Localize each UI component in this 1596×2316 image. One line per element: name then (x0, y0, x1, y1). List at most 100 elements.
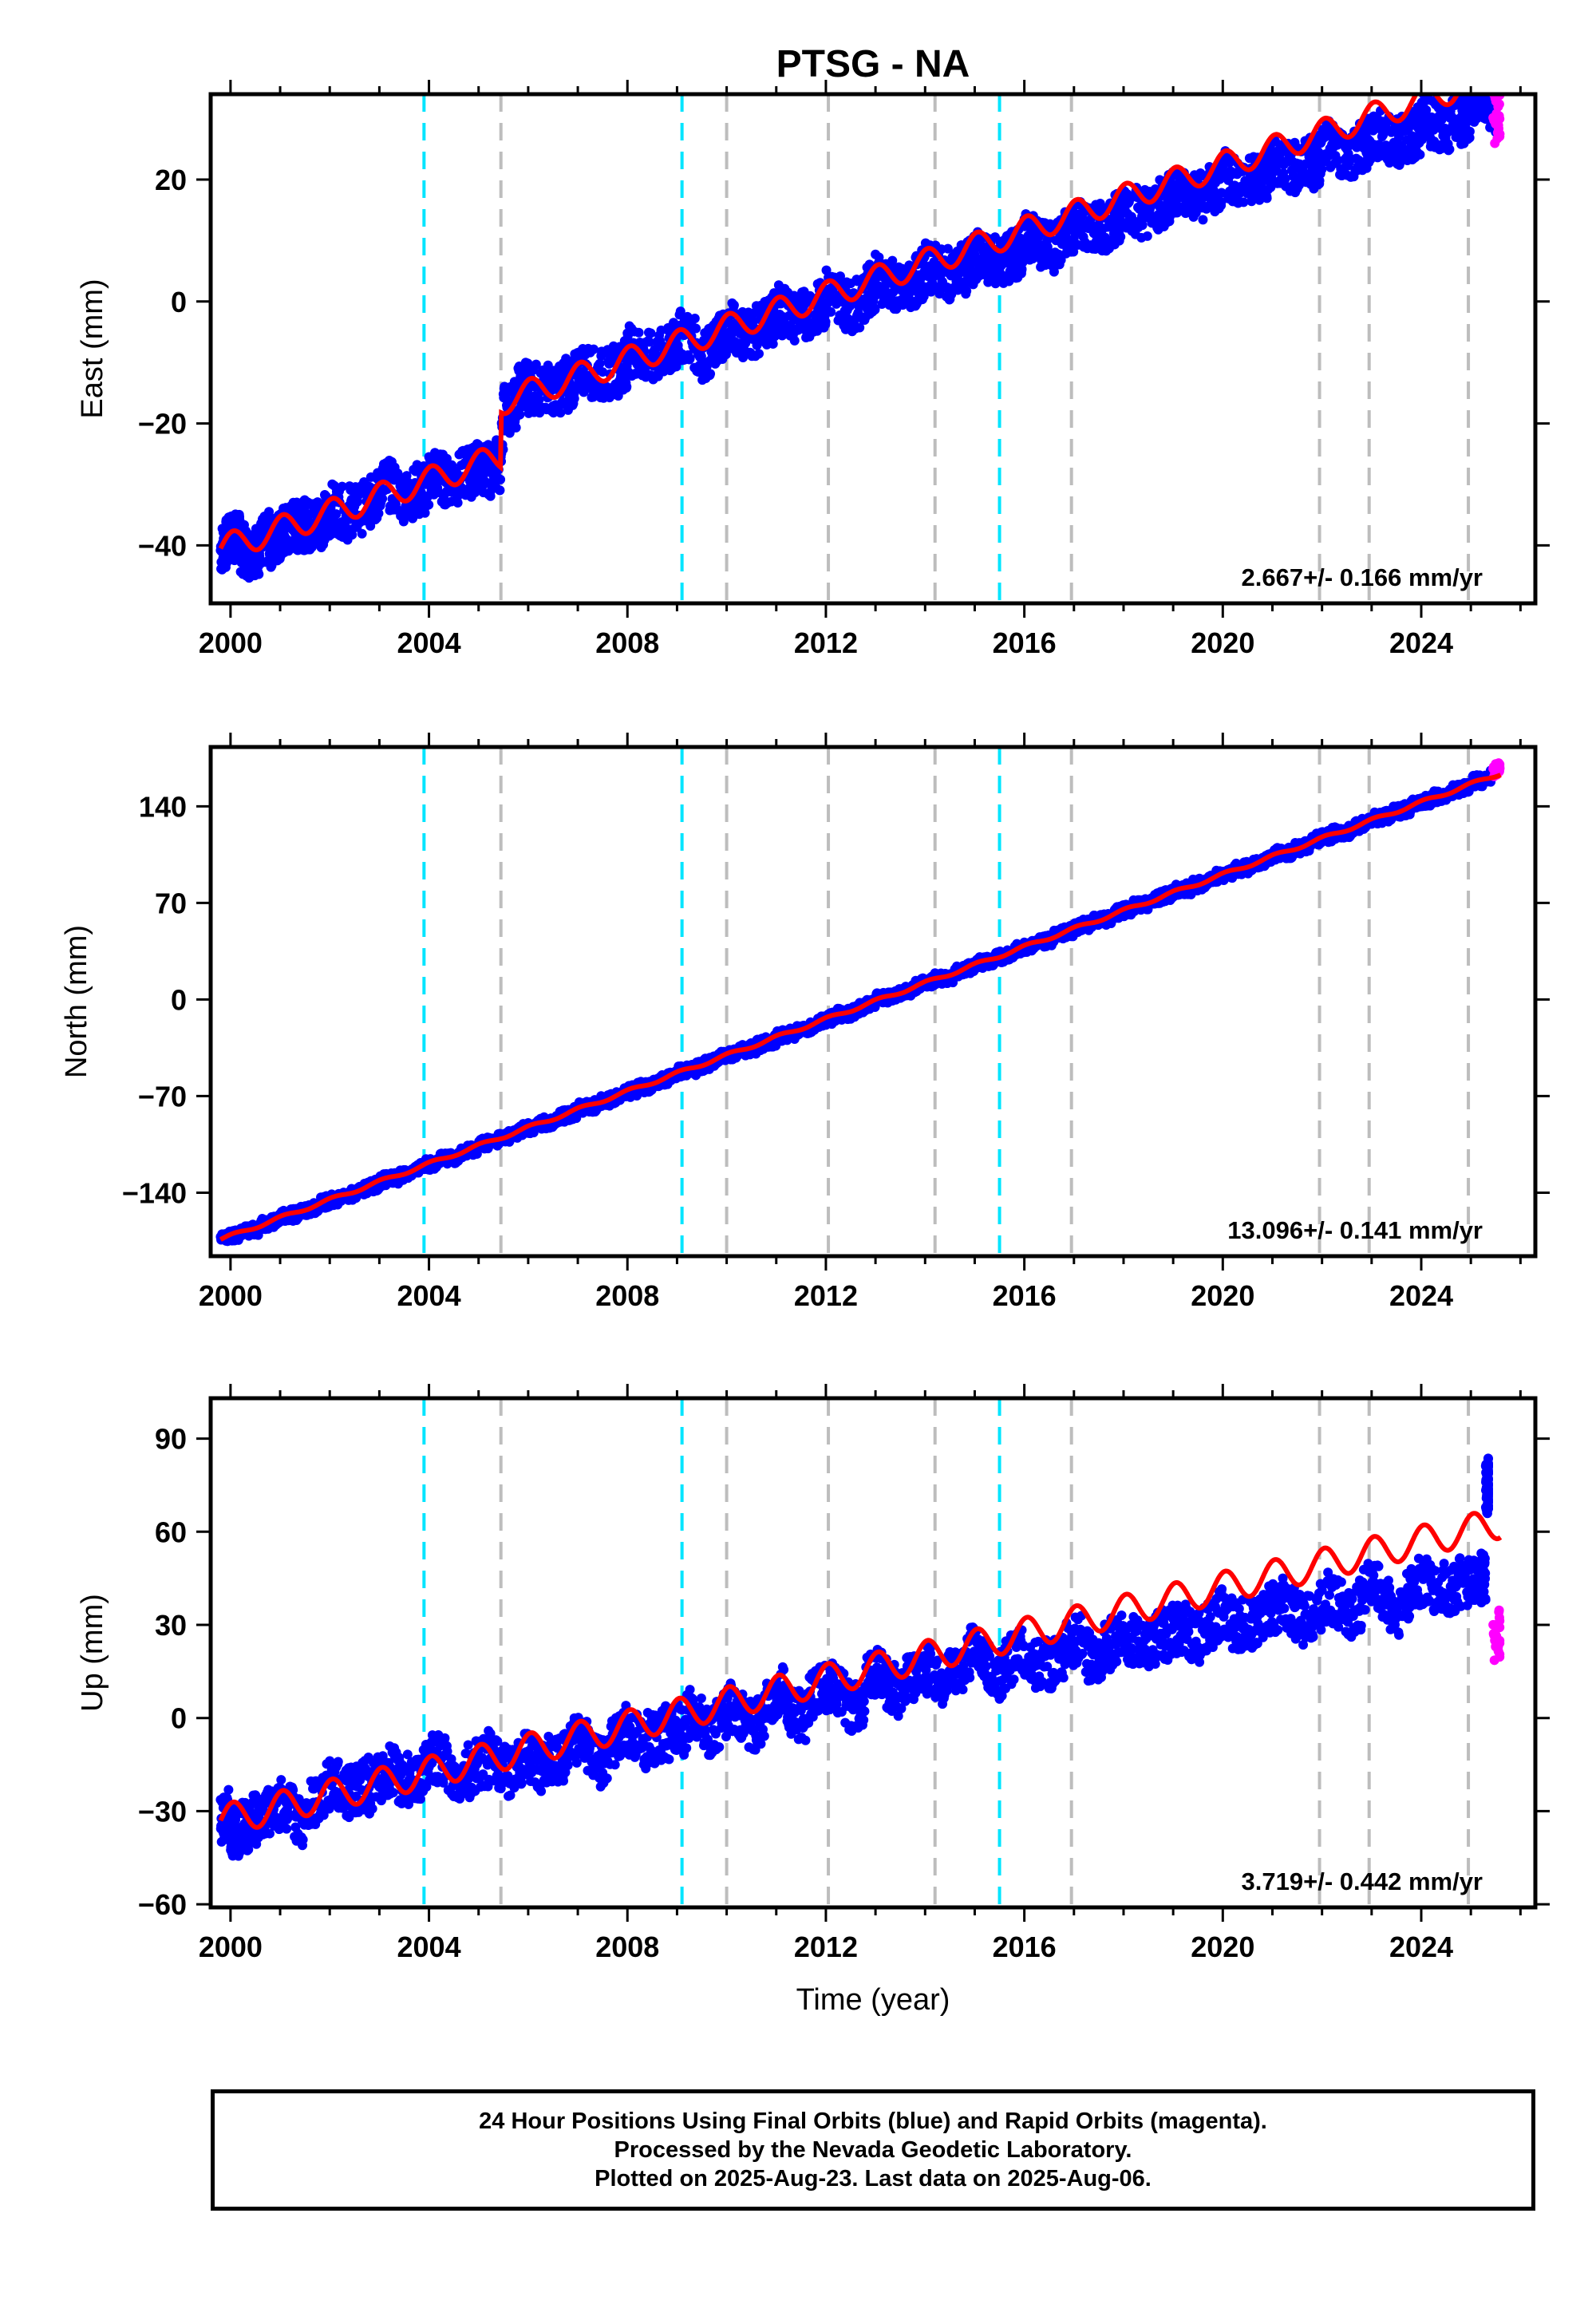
final-orbits-point (377, 493, 388, 504)
rapid-orbits-point (1494, 82, 1503, 92)
final-orbits-point (1415, 149, 1425, 160)
final-orbits-point (1488, 82, 1498, 92)
final-orbits-point (685, 354, 695, 364)
final-orbits-point (821, 265, 832, 275)
final-orbits-point (1491, 82, 1500, 92)
final-orbits-point (1216, 197, 1227, 207)
final-orbits-point (644, 337, 654, 347)
final-orbits-point (1491, 77, 1500, 87)
final-orbits-point (523, 358, 533, 369)
final-orbits-point (705, 369, 716, 379)
final-orbits-point (496, 474, 506, 484)
final-orbits-point (452, 497, 463, 508)
east-plot-area (215, 70, 1505, 603)
x-tick-label: 2016 (993, 626, 1057, 659)
y-tick-label: 20 (155, 164, 187, 196)
final-orbits-point (1467, 77, 1476, 86)
final-orbits-point (331, 509, 342, 520)
final-orbits-point (1491, 79, 1500, 89)
final-orbits-point (598, 367, 608, 377)
final-orbits-point (962, 286, 972, 296)
final-orbits-point (729, 300, 739, 310)
final-orbits-point (588, 344, 598, 354)
north-panel: 2000 2004 2008 2012 2016 2020 2024−140−7007014… (60, 733, 1550, 1312)
final-orbits-point (691, 323, 701, 334)
final-orbits-point (1421, 105, 1432, 116)
final-orbits-point (569, 393, 579, 404)
final-orbits-point (874, 252, 884, 263)
x-tick-label: 2012 (794, 626, 858, 659)
figure-title: PTSG - NA (776, 43, 970, 85)
final-orbits-point (1476, 83, 1485, 93)
final-orbits-point (1477, 81, 1487, 91)
x-tick-label: 2004 (397, 626, 461, 659)
final-orbits-point (1491, 78, 1500, 88)
final-orbits-point (622, 381, 632, 392)
x-tick-label: 2000 (199, 626, 263, 659)
final-orbits-point (373, 508, 384, 519)
final-orbits-point (634, 327, 644, 338)
final-orbits-point (1491, 83, 1500, 93)
final-orbits-point (1476, 80, 1486, 89)
final-orbits-point (485, 491, 496, 501)
final-orbits-point (835, 271, 845, 282)
final-orbits-point (515, 409, 525, 420)
final-orbits-point (675, 306, 685, 317)
final-orbits-point (1280, 173, 1290, 184)
final-orbits-point (1468, 75, 1477, 85)
final-orbits-point (1491, 83, 1500, 93)
final-orbits-point (1395, 158, 1405, 168)
final-orbits-point (754, 349, 764, 359)
final-orbits-point (1491, 81, 1500, 90)
final-orbits-point (1484, 77, 1494, 86)
final-orbits-point (420, 508, 430, 518)
final-orbits-point (855, 322, 865, 333)
final-orbits-point (1475, 73, 1484, 82)
final-orbits-point (820, 317, 831, 327)
final-orbits-point (441, 453, 452, 464)
y-axis-title: East (mm) (76, 279, 109, 418)
final-orbits-point (1472, 70, 1481, 80)
y-tick-label: −40 (138, 529, 187, 562)
final-orbits-point (1464, 126, 1475, 136)
model-fit-line (218, 94, 1460, 553)
rapid-orbits-points (1488, 82, 1505, 148)
final-orbits-point (424, 500, 434, 510)
final-orbits-point (1069, 247, 1079, 257)
x-tick-label: 2020 (1191, 626, 1254, 659)
final-orbits-point (1474, 83, 1483, 93)
final-orbits-point (1491, 79, 1500, 89)
final-orbits-point (1033, 232, 1044, 243)
final-orbits-point (738, 353, 749, 363)
rapid-orbits-point (1495, 128, 1505, 139)
final-orbits-point (511, 422, 521, 433)
final-orbits-point (531, 359, 541, 370)
final-orbits-point (1472, 75, 1481, 85)
final-orbits-point (1142, 231, 1152, 241)
final-orbits-point (1473, 80, 1483, 89)
final-orbits-point (1262, 193, 1272, 204)
rapid-orbits-point (1495, 113, 1505, 124)
final-orbits-point (1444, 144, 1455, 155)
final-orbits-point (534, 394, 544, 405)
final-orbits-point (337, 481, 347, 492)
final-orbits-point (1042, 242, 1053, 252)
east-panel: 2000 2004 2008 2012 2016 2020 2024−40−20020Eas… (76, 70, 1550, 659)
final-orbits-point (1317, 164, 1327, 175)
y-tick-label: 0 (171, 286, 187, 318)
final-orbits-point (1137, 220, 1148, 231)
final-orbits-point (768, 338, 778, 349)
final-orbits-point (1116, 231, 1126, 242)
final-orbits-point (1491, 81, 1500, 91)
final-orbits-point (646, 328, 656, 338)
rapid-orbits-point (1494, 99, 1504, 109)
east-frame (208, 92, 1538, 606)
final-orbits-point (953, 285, 963, 295)
x-tick-label: 2008 (595, 626, 659, 659)
y-tick-label: −20 (138, 408, 187, 441)
final-orbits-point (1491, 79, 1500, 89)
final-orbits-point (870, 304, 880, 314)
final-orbits-point (1238, 197, 1249, 207)
final-orbits-point (789, 335, 800, 346)
